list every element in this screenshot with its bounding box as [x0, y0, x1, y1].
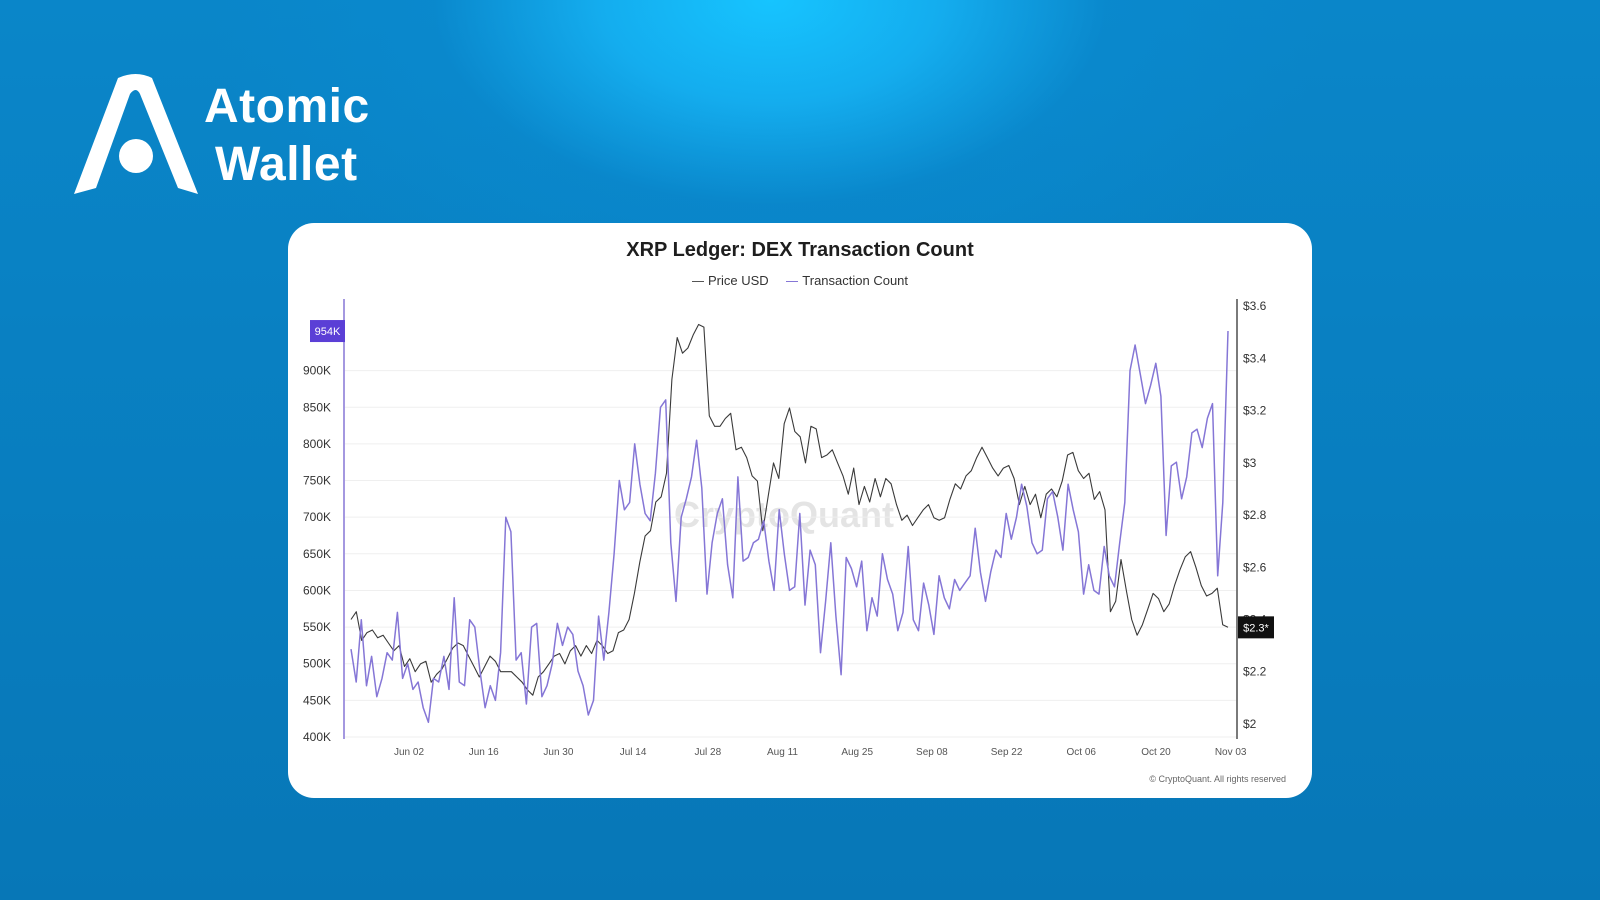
y-left-tick-label: 550K: [303, 620, 331, 634]
y-right-tick-label: $2.2: [1243, 665, 1267, 679]
legend-label-transaction-count: Transaction Count: [802, 273, 909, 288]
chart-legend: Price USD Transaction Count: [288, 273, 1312, 288]
x-tick-label: Sep 22: [991, 747, 1023, 758]
series-line-price-usd: [350, 323, 1229, 696]
y-left-tick-label: 750K: [303, 474, 331, 488]
brand-logo: Atomic Wallet: [70, 72, 430, 202]
chart-title: XRP Ledger: DEX Transaction Count: [626, 239, 974, 261]
y-left-tick-label: 650K: [303, 547, 331, 561]
y-right-tick-label: $2: [1243, 717, 1257, 731]
y-right-tick-label: $3: [1243, 456, 1257, 470]
y-right-tick-label: $3.6: [1243, 299, 1267, 313]
x-tick-label: Jun 30: [543, 747, 573, 758]
x-tick-label: Oct 20: [1141, 747, 1171, 758]
x-tick-label: Nov 03: [1215, 747, 1247, 758]
chart-copyright: © CryptoQuant. All rights reserved: [1149, 774, 1286, 784]
x-tick-label: Sep 08: [916, 747, 948, 758]
legend-label-price: Price USD: [707, 273, 769, 288]
current-tx-badge: [310, 320, 345, 343]
y-left-tick-label: 400K: [303, 730, 331, 744]
y-right-tick-label: $2.8: [1243, 508, 1267, 522]
chart-card: XRP Ledger: DEX Transaction Count Price …: [288, 223, 1312, 798]
current-price-badge-label: $2.3*: [1243, 622, 1269, 634]
brand-name-line2: Wallet: [215, 138, 358, 191]
brand-name-line1: Atomic: [204, 80, 370, 133]
x-tick-label: Jun 16: [469, 747, 499, 758]
y-left-tick-label: 900K: [303, 364, 331, 378]
y-left-tick-label: 450K: [303, 693, 331, 707]
y-right-tick-label: $3.4: [1243, 351, 1267, 365]
x-tick-label: Oct 06: [1067, 747, 1097, 758]
legend-item-price[interactable]: Price USD: [691, 273, 769, 288]
chart-plot: CryptoQuant 400K 450K 500K 550K 600K 650K 700K 7…: [303, 299, 1274, 758]
y-left-tick-label: 600K: [303, 583, 331, 597]
atomic-wallet-logo-icon: [74, 74, 198, 194]
x-tick-label: Jul 14: [620, 747, 647, 758]
y-left-tick-label: 800K: [303, 437, 331, 451]
y-left-tick-label: 700K: [303, 510, 331, 524]
current-price-badge: [1238, 616, 1274, 639]
chart-watermark: CryptoQuant: [674, 494, 894, 535]
legend-swatch-price: [691, 281, 704, 283]
x-tick-label: Aug 11: [767, 747, 798, 758]
legend-swatch-transaction-count: [786, 281, 799, 283]
y-left-tick-label: 850K: [303, 400, 331, 414]
x-tick-label: Aug 25: [841, 747, 873, 758]
x-tick-label: Jun 02: [394, 747, 424, 758]
y-right-tick-label: $3.2: [1243, 404, 1267, 418]
y-right-tick-label: $2.6: [1243, 560, 1267, 574]
current-tx-badge-label: 954K: [315, 326, 341, 338]
legend-item-transaction-count[interactable]: Transaction Count: [786, 273, 908, 288]
x-tick-label: Jul 28: [694, 747, 721, 758]
series-line-transaction-count: [350, 330, 1229, 724]
y-left-tick-label: 500K: [303, 657, 331, 671]
